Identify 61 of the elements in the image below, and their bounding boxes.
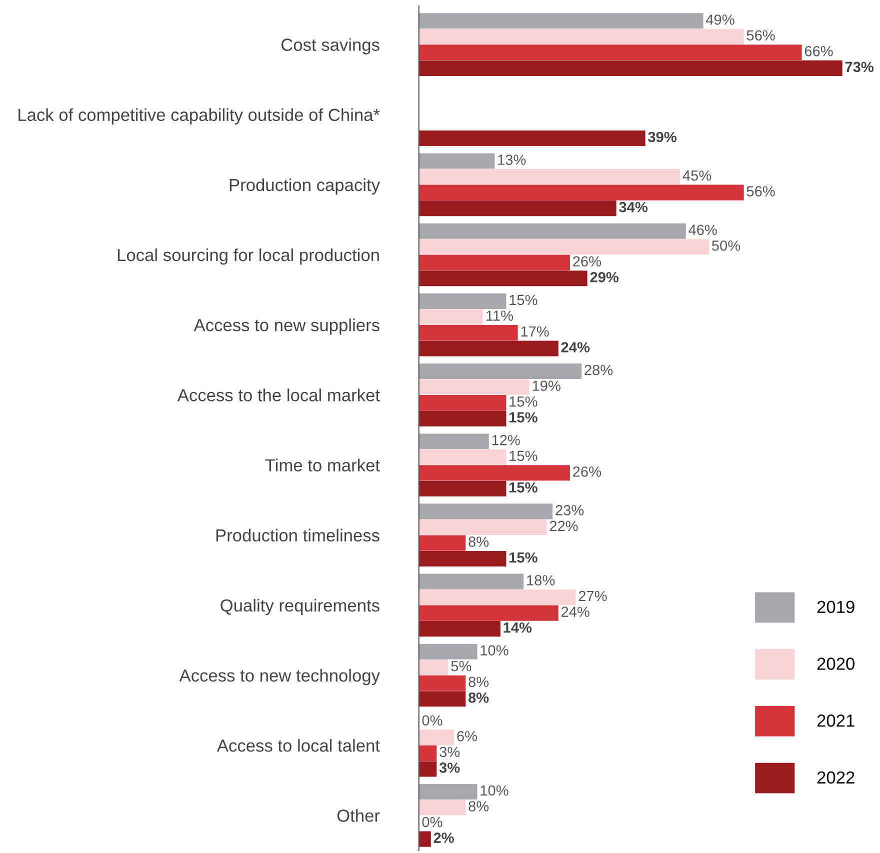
y-tick-label: Production timeliness: [216, 528, 380, 542]
data-label: 73%: [845, 62, 874, 72]
data-label: 15%: [510, 412, 538, 422]
data-label: 45%: [682, 170, 712, 181]
data-label: 56%: [746, 186, 775, 196]
data-label: 12%: [492, 434, 520, 446]
data-label: 27%: [578, 590, 607, 602]
data-label: 11%: [486, 310, 513, 321]
data-label: 46%: [688, 224, 717, 236]
data-label: 28%: [584, 364, 613, 376]
y-tick-label: Access to new suppliers: [194, 318, 380, 335]
y-tick-label: Local sourcing for local production: [118, 248, 379, 265]
data-label: 17%: [521, 326, 549, 337]
data-label: 15%: [510, 552, 538, 563]
data-label: 24%: [561, 606, 590, 617]
y-tick-label: Quality requirements: [220, 598, 380, 616]
data-label: 34%: [619, 202, 648, 212]
data-label: 15%: [510, 396, 538, 407]
data-label: 50%: [712, 240, 740, 251]
data-label: 3%: [439, 762, 460, 773]
data-label: 22%: [550, 520, 578, 532]
data-label: 8%: [468, 536, 489, 547]
y-tick-label: Production capacity: [230, 178, 380, 195]
data-label: 26%: [573, 256, 601, 267]
data-label: 15%: [510, 450, 538, 462]
data-label: 10%: [480, 645, 508, 656]
data-label: 19%: [532, 380, 560, 391]
data-label: 66%: [804, 46, 833, 56]
data-label: 2%: [434, 832, 454, 843]
data-label: 39%: [648, 132, 676, 142]
data-label: 15%: [510, 294, 538, 306]
data-label: 49%: [706, 14, 734, 25]
data-label: 26%: [573, 466, 601, 477]
data-label: 23%: [556, 505, 584, 516]
y-tick-label: Access to new technology: [179, 668, 380, 686]
legend-label: 2021: [817, 714, 854, 727]
legend-label: 2019: [817, 600, 854, 614]
data-label: 24%: [561, 342, 590, 352]
y-tick-label: Time to market: [265, 458, 380, 472]
data-label: 8%: [468, 676, 489, 688]
data-label: 0%: [422, 816, 442, 828]
y-tick-label: Other: [337, 809, 380, 822]
data-label: 3%: [440, 746, 460, 758]
data-label: 5%: [451, 661, 472, 672]
y-tick-label: Access to the local market: [177, 388, 380, 402]
y-tick-label: Access to local talent: [216, 739, 380, 752]
data-label: 13%: [498, 154, 526, 165]
y-tick-label: Cost savings: [281, 38, 380, 54]
data-label: 8%: [468, 801, 489, 812]
data-label: 6%: [457, 731, 477, 742]
data-label: 0%: [422, 715, 442, 726]
data-label: 15%: [510, 482, 538, 493]
data-label: 56%: [746, 30, 775, 41]
legend-label: 2022: [817, 771, 854, 784]
data-label: 8%: [468, 692, 489, 703]
y-tick-label: Lack of competitive capability outside of China*: [18, 108, 380, 124]
data-label: 29%: [590, 272, 619, 282]
legend-label: 2020: [817, 658, 854, 670]
data-label: 14%: [504, 622, 532, 633]
data-label: 18%: [527, 575, 555, 586]
data-label: 10%: [480, 785, 508, 796]
